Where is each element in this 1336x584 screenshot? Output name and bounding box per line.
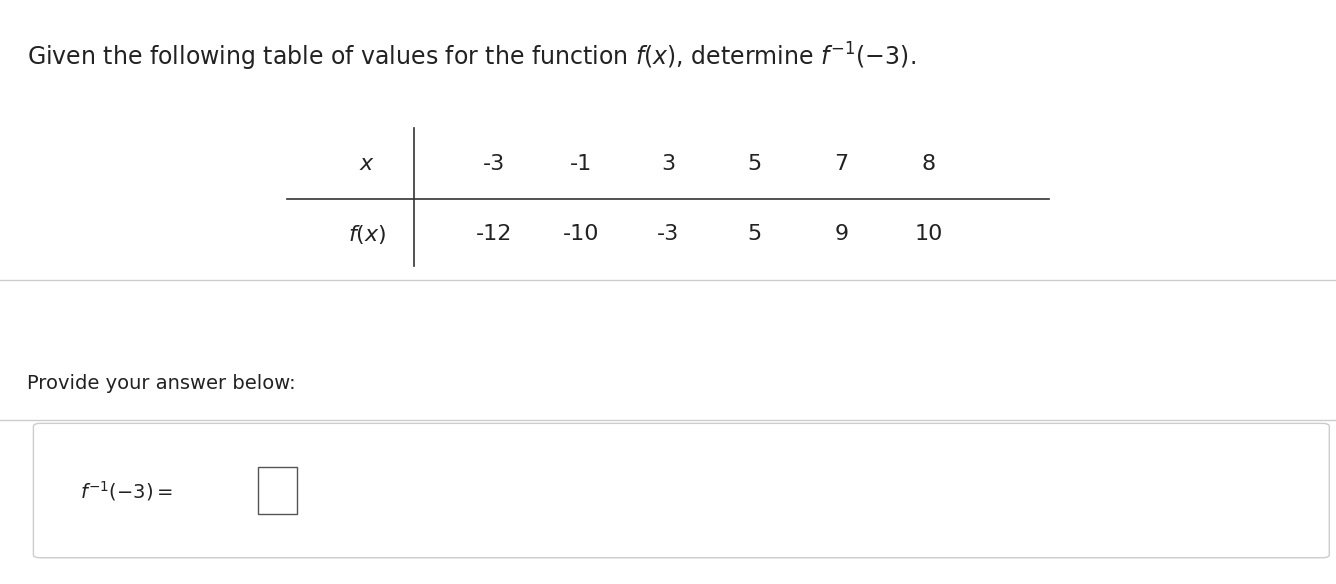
Text: -12: -12 bbox=[476, 224, 513, 244]
Text: 3: 3 bbox=[661, 154, 675, 173]
FancyBboxPatch shape bbox=[33, 423, 1329, 558]
Text: 5: 5 bbox=[748, 154, 762, 173]
Text: 10: 10 bbox=[914, 224, 943, 244]
Text: -3: -3 bbox=[657, 224, 679, 244]
Text: Given the following table of values for the function $f(x)$, determine $f^{-1}(-: Given the following table of values for … bbox=[27, 41, 915, 73]
Text: -3: -3 bbox=[484, 154, 505, 173]
Text: $x$: $x$ bbox=[359, 154, 375, 173]
Text: -10: -10 bbox=[562, 224, 600, 244]
Text: 8: 8 bbox=[922, 154, 935, 173]
FancyBboxPatch shape bbox=[258, 467, 297, 514]
Text: $f^{-1}(-3) = $: $f^{-1}(-3) = $ bbox=[80, 479, 174, 502]
Text: Provide your answer below:: Provide your answer below: bbox=[27, 374, 295, 393]
Text: 9: 9 bbox=[835, 224, 848, 244]
Text: $f(x)$: $f(x)$ bbox=[349, 223, 386, 246]
Text: -1: -1 bbox=[570, 154, 592, 173]
Text: 7: 7 bbox=[835, 154, 848, 173]
Text: 5: 5 bbox=[748, 224, 762, 244]
